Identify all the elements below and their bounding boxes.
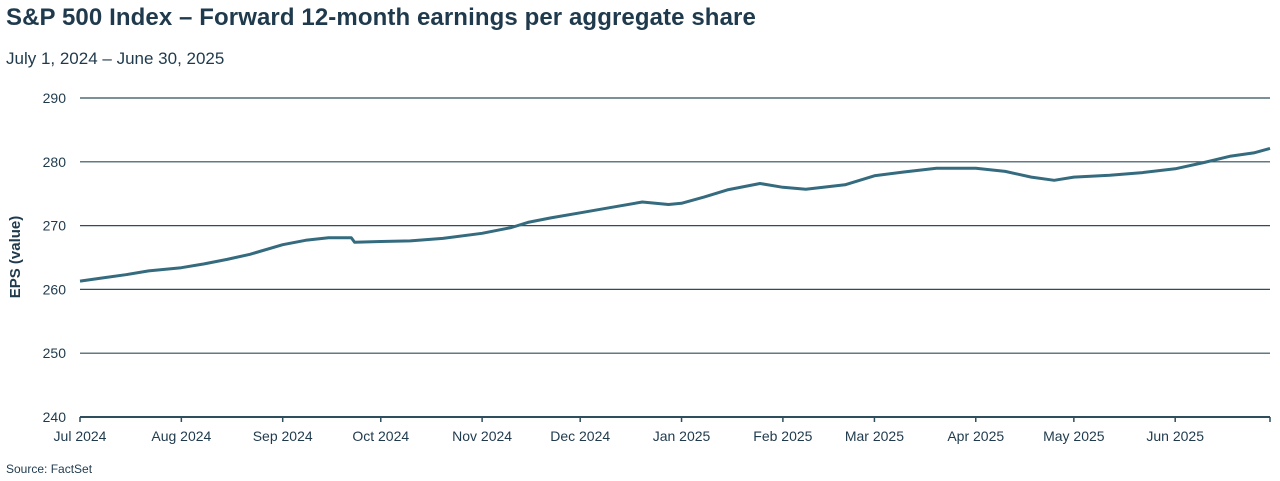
x-tick-label: Aug 2024 xyxy=(151,428,211,444)
y-axis-label: EPS (value) xyxy=(7,216,24,299)
x-tick-label: Jun 2025 xyxy=(1146,428,1204,444)
y-tick-label: 240 xyxy=(43,409,67,425)
x-tick-label: Oct 2024 xyxy=(352,428,409,444)
source-note: Source: FactSet xyxy=(6,462,93,476)
x-tick-label: Jul 2024 xyxy=(54,428,107,444)
y-tick-label: 260 xyxy=(43,281,67,297)
x-tick-label: Mar 2025 xyxy=(845,428,904,444)
chart-subtitle: July 1, 2024 – June 30, 2025 xyxy=(6,49,225,68)
y-tick-label: 290 xyxy=(43,90,67,106)
x-tick-label: Jan 2025 xyxy=(653,428,711,444)
y-tick-label: 280 xyxy=(43,154,67,170)
x-tick-label: May 2025 xyxy=(1043,428,1105,444)
x-tick-label: Apr 2025 xyxy=(947,428,1004,444)
y-tick-label: 250 xyxy=(43,345,67,361)
eps-series-line xyxy=(79,146,1271,283)
x-tick-label: Feb 2025 xyxy=(753,428,812,444)
chart-title: S&P 500 Index – Forward 12-month earning… xyxy=(6,4,756,31)
y-tick-label: 270 xyxy=(43,218,67,234)
x-tick-label: Nov 2024 xyxy=(452,428,512,444)
x-tick-label: Sep 2024 xyxy=(253,428,313,444)
x-tick-label: Dec 2024 xyxy=(550,428,610,444)
